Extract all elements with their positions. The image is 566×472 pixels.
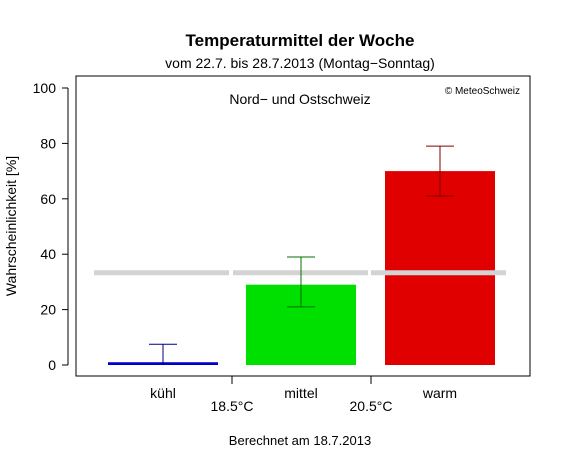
region-label: Nord− und Ostschweiz [229,91,370,107]
y-tick-label-40: 40 [40,246,56,262]
error-bar-1 [287,256,315,308]
copyright-label: © MeteoSchweiz [445,86,520,97]
x-category-label-0: kühl [150,385,176,401]
plot-area [75,75,531,377]
error-bars-layer [149,145,454,365]
chart-title: Temperaturmittel der Woche [186,31,415,50]
y-tick-label-100: 100 [33,80,57,96]
x-category-label-2: warm [422,385,457,401]
y-tick-label-20: 20 [40,302,56,318]
error-bar-0 [149,343,177,365]
y-tick-label-60: 60 [40,191,56,207]
footer-note: Berechnet am 18.7.2013 [229,433,371,448]
y-tick-label-80: 80 [40,135,56,151]
error-bar-2 [426,145,454,197]
x-threshold-label-1: 20.5°C [350,398,393,414]
y-axis: 0 20 40 60 80 100 [33,80,69,373]
y-tick-label-0: 0 [48,357,56,373]
plot-frame [75,75,531,377]
x-category-label-1: mittel [284,385,317,401]
x-threshold-label-0: 18.5°C [211,398,254,414]
x-axis: kühl mittel warm 18.5°C 20.5°C [150,376,457,414]
bars-layer [108,171,495,365]
bar-2 [385,171,495,365]
y-axis-label: Wahrscheinlichkeit [%] [3,156,19,296]
chart-subtitle: vom 22.7. bis 28.7.2013 (Montag−Sonntag) [165,55,435,71]
